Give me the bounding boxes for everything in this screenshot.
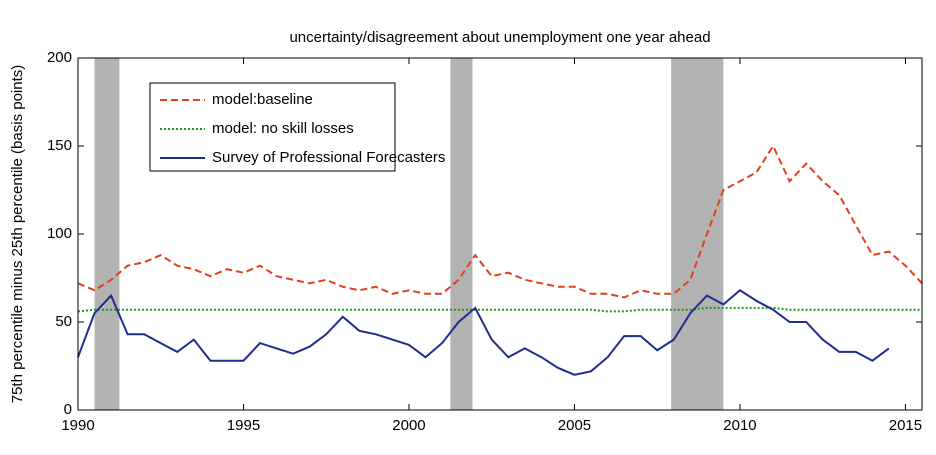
x-tick-label: 1995 <box>227 417 260 434</box>
y-tick-label: 50 <box>55 313 72 330</box>
x-tick-label: 2010 <box>723 417 756 434</box>
legend-label: model: no skill losses <box>212 120 354 137</box>
recession-band <box>450 58 473 410</box>
legend-label: Survey of Professional Forecasters <box>212 149 445 166</box>
y-tick-label: 150 <box>47 137 72 154</box>
y-tick-label: 100 <box>47 225 72 242</box>
plot-frame <box>77 57 923 411</box>
legend-label: model:baseline <box>212 91 313 108</box>
y-tick-label: 200 <box>47 49 72 66</box>
series-line <box>77 289 890 376</box>
x-tick-label: 2000 <box>392 417 425 434</box>
x-tick-label: 2005 <box>558 417 591 434</box>
series-line <box>77 143 923 299</box>
recession-band <box>94 58 120 410</box>
x-tick-label: 2015 <box>889 417 922 434</box>
legend-box <box>149 82 396 172</box>
x-tick-label: 1990 <box>61 417 94 434</box>
y-tick-label: 0 <box>64 401 72 418</box>
chart-title: uncertainty/disagreement about unemploym… <box>289 29 710 46</box>
series-line <box>77 306 922 313</box>
recession-band <box>671 58 724 410</box>
y-axis-label: 75th percentile minus 25th percentile (b… <box>9 65 26 404</box>
